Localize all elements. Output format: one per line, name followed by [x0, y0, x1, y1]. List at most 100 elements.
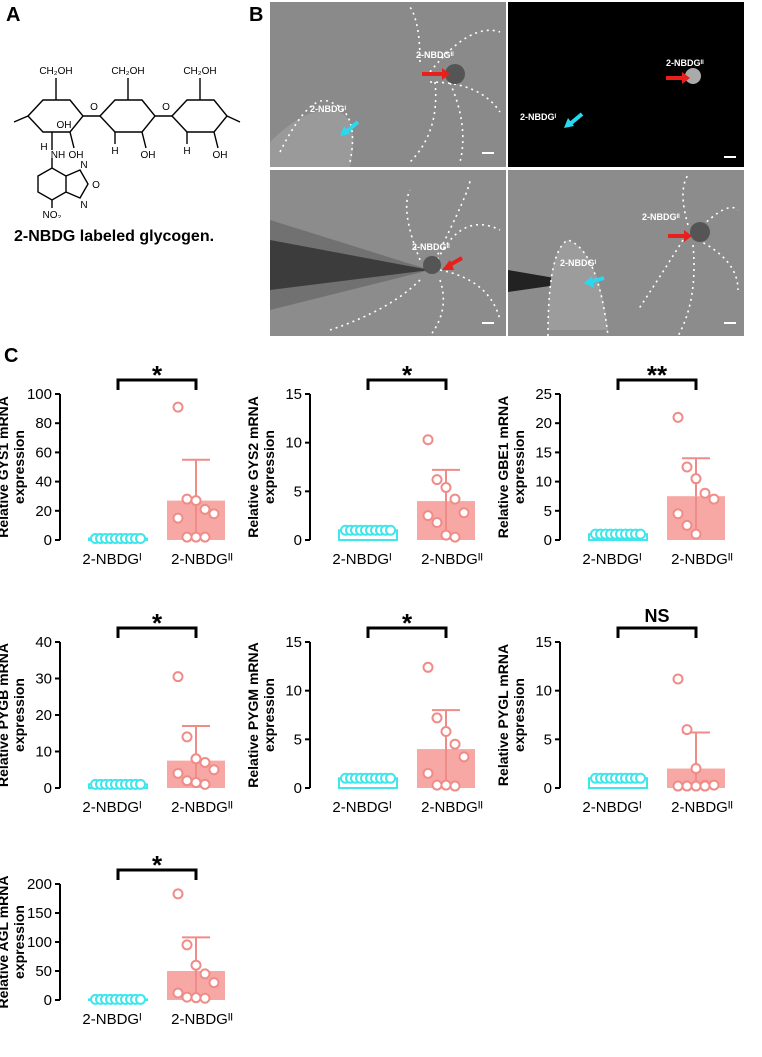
data-point: [672, 780, 684, 792]
data-point: [199, 992, 211, 1004]
y-tick-label: 0: [44, 532, 52, 549]
y-tick-label: 15: [535, 634, 552, 651]
data-point: [672, 411, 684, 423]
data-point: [431, 474, 443, 486]
y-tick-label: 25: [535, 386, 552, 403]
data-point: [190, 753, 202, 765]
y-tick-label: 15: [535, 444, 552, 461]
label-2nbdg-i: 2-NBDGᴵ: [560, 258, 597, 268]
y-axis-label-line1: Relative PYGM mRNA: [245, 642, 261, 787]
data-point: [135, 533, 146, 545]
data-point: [181, 991, 193, 1003]
data-point: [458, 507, 470, 519]
data-point: [449, 531, 461, 543]
cyan-arrow: [584, 276, 605, 288]
data-point: [672, 508, 684, 520]
label-h: H: [183, 146, 190, 157]
data-point: [681, 519, 693, 531]
x-category-label: 2-NBDGᴵ: [82, 1011, 141, 1028]
data-point: [422, 767, 434, 779]
red-arrow: [668, 230, 692, 242]
data-point: [708, 779, 720, 791]
data-point: [172, 767, 184, 779]
data-point: [690, 780, 702, 792]
data-point: [449, 780, 461, 792]
data-point: [672, 673, 684, 685]
y-tick-label: 200: [27, 876, 52, 893]
y-tick-label: 0: [294, 780, 302, 797]
y-tick-label: 150: [27, 905, 52, 922]
y-tick-label: 0: [544, 532, 552, 549]
significance-label: *: [152, 360, 163, 390]
y-tick-label: 10: [285, 435, 302, 452]
y-tick-label: 0: [44, 992, 52, 1009]
cyan-arrow: [564, 112, 584, 128]
structure-caption: 2-NBDG labeled glycogen.: [14, 228, 215, 245]
chart-pygl: Relative PYGL mRNAexpression 0 5 10 15 NS 2-NB…: [495, 600, 750, 845]
y-tick-label: 10: [535, 474, 552, 491]
panel-label-b: B: [249, 4, 264, 26]
label-o: O: [90, 102, 98, 113]
x-category-label: 2-NBDGᴵ: [82, 551, 141, 568]
y-tick-label: 0: [294, 532, 302, 549]
label-oh: OH: [69, 150, 84, 161]
data-point: [190, 531, 202, 543]
data-point: [135, 778, 146, 790]
chart-gys2: Relative GYS2 mRNAexpression 0 5 10 15 * 2-NBD…: [245, 352, 500, 597]
y-tick-label: 60: [35, 444, 52, 461]
data-point: [422, 510, 434, 522]
data-point: [440, 529, 452, 541]
data-point: [458, 751, 470, 763]
scale-bar: [724, 156, 736, 158]
label-2nbdg-i: 2-NBDGᴵ: [310, 104, 347, 114]
chart-pygm: Relative PYGM mRNAexpression 0 5 10 15 * 2-NBD…: [245, 600, 500, 845]
data-point: [199, 531, 211, 543]
data-point: [190, 495, 202, 507]
data-point: [385, 524, 396, 536]
data-point: [681, 461, 693, 473]
significance-label: **: [647, 360, 668, 390]
micrograph-phase-2: 2-NBDGᴵᴵ: [270, 170, 506, 336]
y-tick-label: 5: [544, 503, 552, 520]
data-point: [181, 939, 193, 951]
y-axis-label-line1: Relative GYS1 mRNA: [0, 396, 11, 538]
data-point: [199, 503, 211, 515]
y-axis-label: Relative PYGM mRNAexpression: [245, 642, 277, 787]
data-point: [208, 508, 220, 520]
red-arrow: [666, 72, 690, 84]
data-point: [635, 528, 646, 540]
y-axis-label: Relative GYS1 mRNAexpression: [0, 396, 27, 538]
data-point: [708, 493, 720, 505]
label-nh: NH: [51, 150, 65, 161]
significance-label: *: [402, 360, 413, 390]
y-axis-label: Relative GYS2 mRNAexpression: [245, 396, 277, 538]
label-oh: OH: [141, 150, 156, 161]
label-ch2oh: CH₂OH: [183, 66, 216, 77]
data-point: [199, 756, 211, 768]
data-point: [190, 959, 202, 971]
data-point: [190, 992, 202, 1004]
y-axis-label-line2: expression: [261, 430, 277, 504]
x-category-label: 2-NBDGᴵᴵ: [671, 551, 733, 568]
label-o: O: [162, 102, 170, 113]
x-category-label: 2-NBDGᴵᴵ: [171, 799, 233, 816]
data-point: [172, 987, 184, 999]
scale-bar: [482, 152, 494, 154]
y-axis-label: Relative PYGL mRNAexpression: [495, 644, 527, 786]
data-point: [181, 775, 193, 787]
x-category-label: 2-NBDGᴵ: [82, 799, 141, 816]
data-point: [172, 512, 184, 524]
scale-bar: [482, 322, 494, 324]
panel-label-a: A: [6, 4, 21, 26]
y-tick-label: 50: [35, 963, 52, 980]
data-point: [172, 671, 184, 683]
x-category-label: 2-NBDGᴵᴵ: [421, 799, 483, 816]
x-category-label: 2-NBDGᴵᴵ: [421, 551, 483, 568]
data-point: [199, 968, 211, 980]
chart-agl: Relative AGL mRNAexpression 0 50 100 150 200 *…: [0, 842, 250, 1057]
significance-label: *: [152, 850, 163, 880]
label-ch2oh: CH₂OH: [39, 66, 72, 77]
data-point: [385, 772, 396, 784]
data-point: [172, 888, 184, 900]
data-point: [208, 764, 220, 776]
